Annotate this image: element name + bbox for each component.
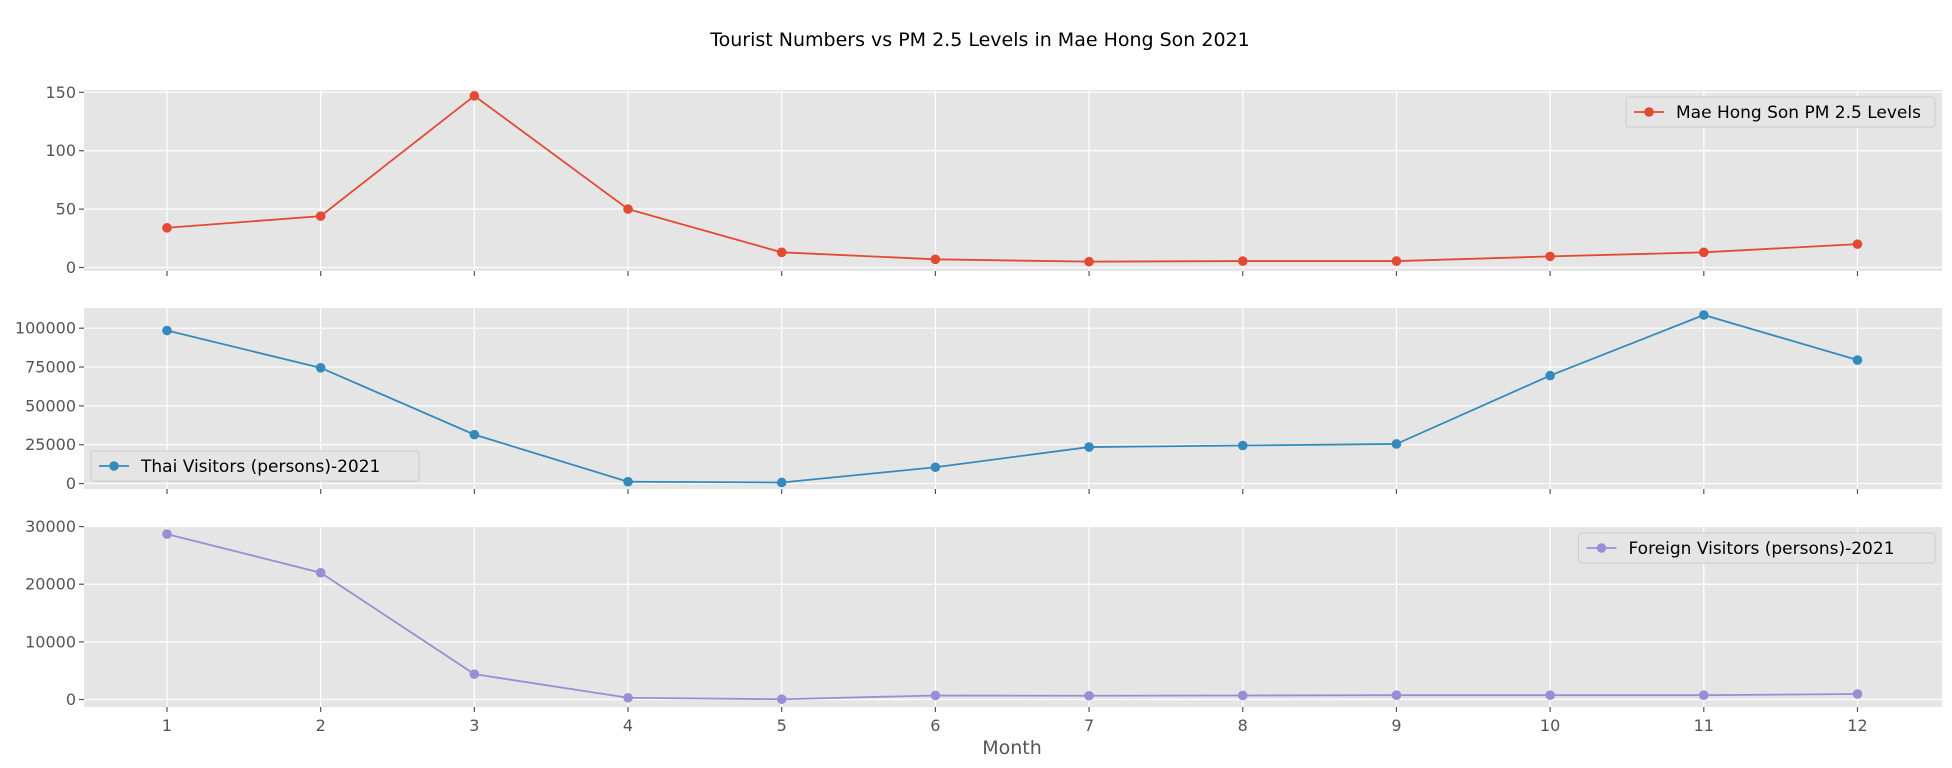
y-tick-label: 30000: [25, 517, 76, 536]
data-point: [1852, 239, 1863, 249]
legend-box: [1578, 532, 1936, 564]
y-tick-label: 0: [66, 258, 76, 277]
y-tick-label: 100: [45, 141, 76, 160]
data-point: [162, 325, 172, 336]
data-point: [1852, 355, 1863, 365]
x-tick-label: 2: [316, 716, 326, 735]
series-line: [166, 314, 1858, 484]
data-point: [1237, 690, 1248, 701]
data-point: [930, 462, 941, 473]
data-point: [469, 429, 480, 440]
legend-label: Thai Visitors (persons)-2021: [140, 457, 380, 477]
data-point: [1237, 256, 1248, 266]
data-point: [1391, 690, 1402, 700]
series-line: [166, 533, 1858, 701]
data-point: [315, 567, 326, 578]
legend: Thai Visitors (persons)-2021: [90, 450, 420, 482]
data-point: [1084, 256, 1094, 267]
y-tick-label: 0: [66, 690, 76, 709]
data-point: [623, 692, 633, 703]
data-point: [1545, 251, 1555, 262]
data-point: [469, 669, 480, 679]
legend-label: Foreign Visitors (persons)-2021: [1629, 539, 1895, 559]
y-tick-label: 0: [66, 474, 76, 493]
legend-marker: [109, 461, 119, 471]
data-point: [162, 529, 172, 539]
data-point: [1084, 690, 1094, 701]
legend-marker: [1596, 543, 1607, 553]
data-point: [1852, 689, 1863, 699]
data-point: [1545, 370, 1555, 381]
data-point: [469, 91, 480, 101]
legend: Mae Hong Son PM 2.5 Levels: [1625, 96, 1936, 128]
x-axis-label: Month: [982, 737, 1042, 759]
x-tick-label: 8: [1238, 716, 1248, 735]
subplot-1: 0 50 100 150 Mae Hong Son PM 2.5 Levels: [45, 83, 1942, 277]
data-point: [315, 211, 326, 221]
data-point: [776, 477, 787, 488]
data-point: [1391, 256, 1402, 266]
data-point: [1545, 690, 1555, 700]
y-tick-label: 10000: [25, 632, 76, 651]
x-tick-label: 12: [1847, 716, 1867, 735]
x-tick-label: 1: [162, 716, 172, 735]
data-point: [623, 476, 633, 487]
chart-title: Tourist Numbers vs PM 2.5 Levels in Mae …: [709, 29, 1250, 51]
data-point: [776, 247, 787, 258]
subplot-2: 0 25000 50000 75000 100000 Thai Visitors (per…: [15, 308, 1942, 494]
x-tick-label: 10: [1540, 716, 1560, 735]
y-tick-label: 25000: [25, 435, 76, 454]
data-point: [1698, 690, 1709, 700]
y-tick-label: 50: [56, 200, 76, 219]
legend-label: Mae Hong Son PM 2.5 Levels: [1676, 103, 1921, 123]
x-tick-label: 9: [1391, 716, 1401, 735]
data-point: [930, 254, 941, 265]
data-point: [162, 222, 172, 233]
y-tick-label: 20000: [25, 575, 76, 594]
data-point: [776, 694, 787, 705]
y-tick-label: 150: [45, 83, 76, 102]
data-point: [1698, 310, 1709, 320]
x-tick-label: 3: [469, 716, 479, 735]
data-point: [930, 690, 941, 701]
x-tick-label: 4: [623, 716, 633, 735]
y-tick-label: 75000: [25, 358, 76, 377]
legend: Foreign Visitors (persons)-2021: [1578, 532, 1936, 564]
x-tick-label: 5: [777, 716, 787, 735]
x-tick-label: 6: [930, 716, 940, 735]
data-point: [1698, 247, 1709, 258]
x-tick-label: 11: [1694, 716, 1714, 735]
data-point: [623, 204, 633, 214]
y-tick-label: 100000: [15, 319, 76, 338]
series-line: [166, 94, 1858, 263]
legend-marker: [1644, 107, 1654, 117]
data-point: [1237, 440, 1248, 451]
data-point: [1391, 439, 1402, 449]
y-tick-label: 50000: [25, 396, 76, 415]
legend-box: [90, 450, 420, 482]
data-point: [315, 363, 326, 373]
data-point: [1084, 442, 1094, 452]
x-tick-label: 7: [1084, 716, 1094, 735]
legend-box: [1625, 96, 1936, 128]
